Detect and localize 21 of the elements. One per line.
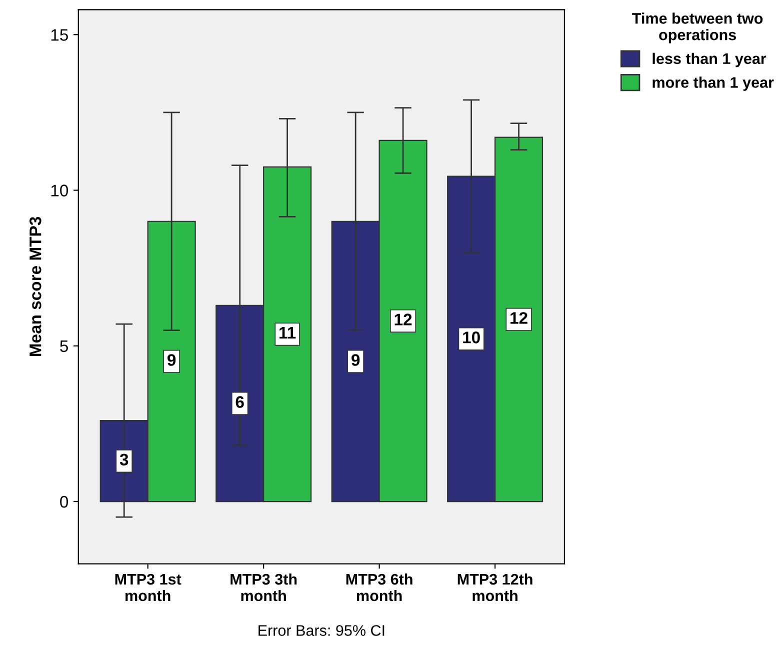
data-label: 10 <box>463 332 480 344</box>
y-tick-label: 15 <box>51 29 68 41</box>
data-label: 11 <box>280 327 296 339</box>
x-tick-label: MTP3 3th month <box>230 573 297 602</box>
data-label: 6 <box>236 396 244 408</box>
text: Error Bars: 95% CI <box>258 625 384 636</box>
data-label: 12 <box>394 314 412 326</box>
data-label: 12 <box>510 312 528 324</box>
x-tick-label: MTP3 12th month <box>458 573 532 602</box>
y-tick-label: 0 <box>60 496 68 508</box>
legend-title: Time between two operations <box>632 12 763 44</box>
y-axis-title: Mean score MTP3 <box>29 216 42 356</box>
legend-label: more than 1 year <box>652 76 774 91</box>
data-label: 9 <box>352 354 360 366</box>
y-tick-label: 5 <box>60 340 68 352</box>
legend-label: less than 1 year <box>652 52 766 68</box>
data-label: 3 <box>120 454 128 466</box>
data-label: 9 <box>168 354 176 366</box>
x-tick-label: MTP3 1st month <box>115 574 182 602</box>
x-tick-label: MTP3 6th month <box>346 573 412 602</box>
y-tick-label: 10 <box>51 184 68 196</box>
